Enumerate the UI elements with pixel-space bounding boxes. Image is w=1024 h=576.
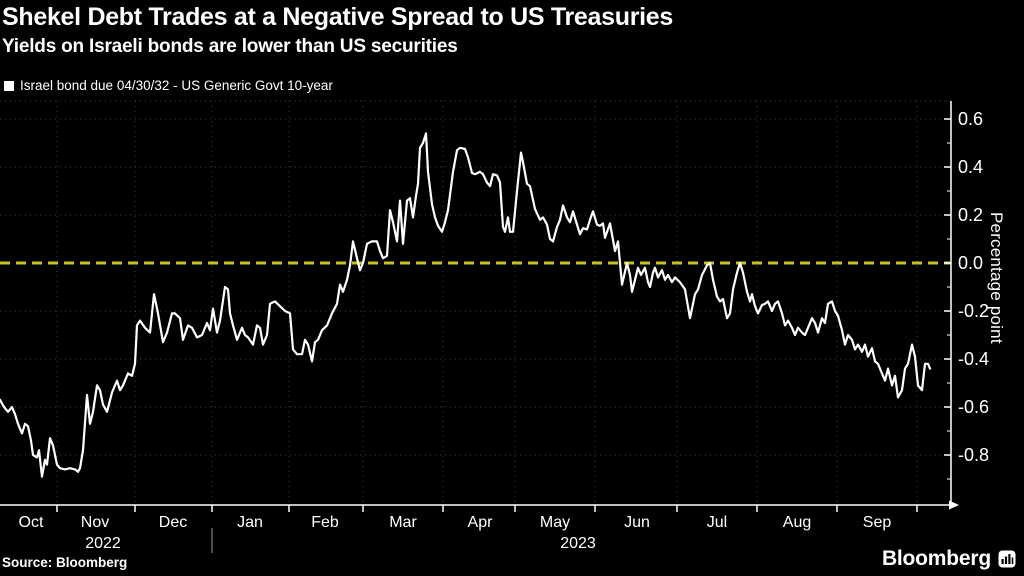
month-label: Sep	[863, 514, 892, 531]
y-axis-label: -0.8	[958, 445, 989, 465]
legend-label: Israel bond due 04/30/32 - US Generic Go…	[20, 78, 333, 93]
y-axis-label: -0.6	[958, 397, 989, 417]
y-axis-label: 0.2	[958, 205, 983, 225]
x-axis-arrow-icon	[949, 500, 959, 510]
bloomberg-wordmark: Bloomberg	[881, 547, 991, 570]
year-label: 2022	[85, 535, 121, 552]
month-label: Jun	[624, 514, 650, 531]
y-axis-label: 0.0	[958, 253, 983, 273]
month-label: Aug	[783, 514, 811, 531]
bloomberg-logo-icon	[998, 550, 1016, 568]
legend: Israel bond due 04/30/32 - US Generic Go…	[4, 78, 333, 93]
series-line	[0, 132, 932, 478]
month-label: Nov	[81, 514, 109, 531]
y-axis-label: -0.2	[958, 301, 989, 321]
month-label: Oct	[19, 514, 44, 531]
y-axis-label: -0.4	[958, 349, 989, 369]
bloomberg-branding: Bloomberg	[882, 547, 1016, 571]
y-axis-title: Percentage point	[987, 212, 1006, 344]
legend-swatch-icon	[4, 80, 14, 91]
y-axis-label: 0.6	[958, 109, 983, 129]
page-title: Shekel Debt Trades at a Negative Spread …	[2, 3, 673, 31]
month-label: Jul	[707, 514, 727, 531]
source-note: Source: Bloomberg	[2, 555, 128, 570]
year-label: 2023	[560, 535, 596, 552]
month-label: Jan	[237, 514, 263, 531]
month-label: May	[540, 514, 570, 531]
month-label: Apr	[468, 514, 494, 531]
month-label: Dec	[159, 514, 187, 531]
y-axis-label: 0.4	[958, 157, 983, 177]
month-label: Feb	[311, 514, 339, 531]
page-subtitle: Yields on Israeli bonds are lower than U…	[2, 36, 458, 57]
month-label: Mar	[389, 514, 417, 531]
